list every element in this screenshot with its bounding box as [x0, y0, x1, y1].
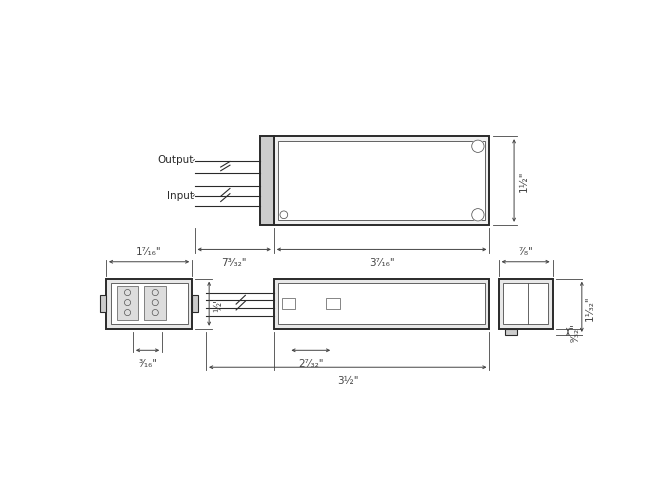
Text: ½": ½": [213, 297, 223, 312]
Bar: [326, 298, 340, 309]
Circle shape: [472, 209, 484, 221]
Text: 3½": 3½": [337, 375, 359, 385]
Bar: [100, 295, 106, 312]
Text: 1½": 1½": [519, 170, 528, 192]
Bar: [274, 137, 489, 225]
Text: 7³⁄₃₂": 7³⁄₃₂": [222, 258, 247, 268]
Text: 1¹⁄₃₂": 1¹⁄₃₂": [585, 295, 595, 320]
Text: Output: Output: [157, 155, 194, 165]
Bar: [499, 279, 552, 329]
Text: ⁹⁄₃₂": ⁹⁄₃₂": [571, 323, 581, 342]
Bar: [278, 284, 485, 325]
Text: 3⁷⁄₁₆": 3⁷⁄₁₆": [369, 258, 395, 268]
Bar: [274, 279, 489, 329]
Text: Input: Input: [167, 190, 194, 200]
Bar: [503, 284, 548, 325]
Circle shape: [280, 211, 288, 219]
Bar: [111, 284, 188, 325]
Bar: [505, 329, 517, 335]
Text: ⁷⁄₈": ⁷⁄₈": [518, 246, 533, 256]
Bar: [281, 298, 295, 309]
Bar: [117, 287, 138, 321]
Bar: [144, 287, 166, 321]
Bar: [260, 137, 274, 225]
Text: ³⁄₁₆": ³⁄₁₆": [138, 358, 157, 368]
Circle shape: [472, 141, 484, 153]
Bar: [192, 295, 198, 312]
Text: 1⁷⁄₁₆": 1⁷⁄₁₆": [136, 246, 162, 256]
Bar: [106, 279, 192, 329]
Text: 2⁷⁄₃₂": 2⁷⁄₃₂": [298, 358, 324, 368]
Bar: [278, 142, 485, 221]
